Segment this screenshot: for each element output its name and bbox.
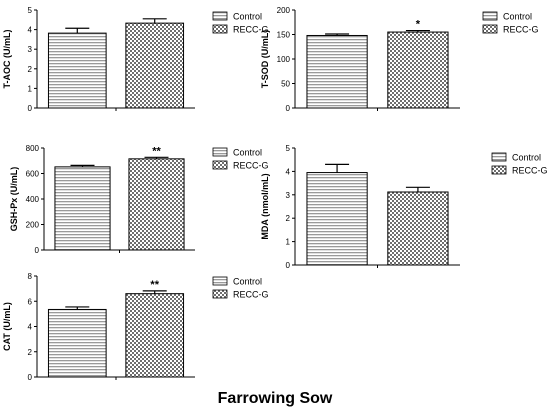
y-tick-label: 2 [286, 214, 291, 223]
panel-5: 0 2 4 6 8 CAT (U/mL) ** Control RECC-G [2, 272, 269, 382]
bar-control [47, 308, 107, 378]
y-tick-label: 100 [277, 55, 291, 64]
y-tick-label: 0 [28, 373, 33, 382]
legend-label: Control [233, 277, 262, 287]
legend-label: RECC-G [233, 290, 269, 300]
y-tick-label: 200 [277, 6, 291, 15]
y-tick-label: 0 [286, 261, 291, 270]
bar-control [54, 166, 111, 251]
legend-swatch-recc-g [212, 289, 228, 299]
y-tick-label: 400 [26, 195, 40, 204]
significance-marker: ** [150, 279, 159, 291]
y-tick-label: 1 [286, 238, 291, 247]
y-tick-label: 2 [28, 348, 33, 357]
y-tick-label: 8 [28, 272, 33, 281]
bar-control [306, 172, 368, 266]
legend-label: Control [233, 12, 262, 22]
y-tick-label: 5 [286, 144, 291, 153]
bar-control [47, 32, 107, 109]
legend-label: Control [503, 12, 532, 22]
legend-swatch-control [212, 147, 228, 157]
y-tick-label: 5 [28, 6, 33, 15]
y-tick-label: 150 [277, 31, 291, 40]
y-axis-label: CAT (U/mL) [2, 302, 12, 351]
bar-recc-g [125, 293, 185, 378]
legend-label: Control [233, 148, 262, 158]
y-tick-label: 4 [28, 323, 33, 332]
legend-swatch-control [212, 11, 228, 21]
panel-3: 0 200 400 600 800 GSH-Px (U/mL) ** Control RECC-… [9, 144, 269, 255]
y-tick-label: 2 [28, 65, 33, 74]
y-tick-label: 3 [28, 45, 33, 54]
legend-swatch-recc-g [482, 24, 498, 34]
legend-label: RECC-G [512, 166, 548, 176]
y-axis-label: T-SOD (U/mL) [260, 30, 270, 89]
y-tick-label: 600 [26, 170, 40, 179]
panel-2: 0 50 100 150 200 T-SOD (U/mL) * Control RECC-G [260, 6, 539, 113]
y-axis-label: GSH-Px (U/mL) [9, 167, 19, 232]
legend-label: RECC-G [233, 25, 269, 35]
y-axis-label: T-AOC (U/mL) [2, 30, 12, 89]
legend-label: RECC-G [503, 25, 539, 35]
bar-recc-g [125, 22, 185, 109]
y-tick-label: 4 [286, 167, 291, 176]
legend-swatch-recc-g [212, 160, 228, 170]
bar-recc-g [387, 191, 449, 266]
bar-control [306, 34, 368, 109]
y-tick-label: 3 [286, 191, 291, 200]
panel-1: 0 1 2 3 4 5 T-AOC (U/mL) Control RECC-G [2, 6, 269, 113]
bar-recc-g [387, 31, 449, 109]
y-axis-label: MDA (nmol/mL) [260, 173, 270, 239]
significance-marker: ** [152, 145, 161, 157]
legend-swatch-recc-g [491, 165, 507, 175]
legend-label: RECC-G [233, 161, 269, 171]
panel-4: 0 1 2 3 4 5 MDA (nmol/mL) Control RECC-G [260, 144, 548, 270]
legend-swatch-control [482, 11, 498, 21]
legend-label: Control [512, 153, 541, 163]
y-tick-label: 4 [28, 26, 33, 35]
y-tick-label: 200 [26, 221, 40, 230]
y-tick-label: 0 [28, 104, 33, 113]
y-tick-label: 0 [35, 246, 40, 255]
y-tick-label: 1 [28, 84, 33, 93]
legend-swatch-control [212, 276, 228, 286]
y-tick-label: 6 [28, 297, 33, 306]
figure-caption: Farrowing Sow [217, 390, 333, 407]
y-tick-label: 0 [286, 104, 291, 113]
significance-marker: * [416, 19, 421, 31]
y-tick-label: 50 [281, 80, 290, 89]
bar-recc-g [128, 158, 185, 251]
legend-swatch-control [491, 152, 507, 162]
y-tick-label: 800 [26, 144, 40, 153]
legend-swatch-recc-g [212, 24, 228, 34]
